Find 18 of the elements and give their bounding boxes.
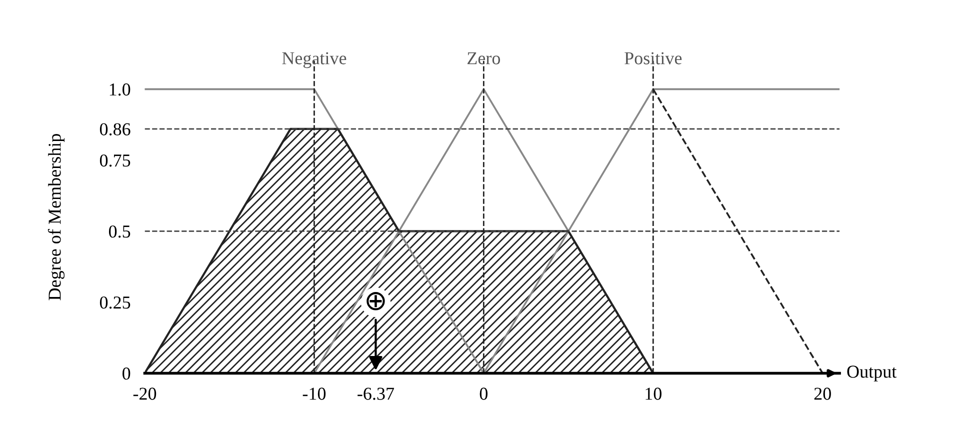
series-label: Positive xyxy=(624,52,682,64)
y-tick-label: 0 xyxy=(122,367,130,380)
series-label: Zero xyxy=(468,52,500,64)
x-axis-title: Output xyxy=(847,366,897,382)
series-label: Negative xyxy=(282,52,346,68)
y-tick-label: 0.86 xyxy=(100,123,130,136)
y-tick-label: 1.0 xyxy=(110,83,130,96)
x-tick-label: -6.37 xyxy=(358,388,394,400)
x-tick-label: 10 xyxy=(646,388,662,400)
x-tick-label: 20 xyxy=(814,388,831,400)
x-tick-label: 0 xyxy=(480,388,488,400)
y-tick-label: 0.5 xyxy=(108,225,130,238)
y-tick-label: 0.75 xyxy=(100,154,130,167)
annotation: ⊕ xyxy=(366,292,385,310)
y-axis-title: Degree of Membership xyxy=(48,134,65,300)
y-tick-label: 0.25 xyxy=(100,296,130,309)
x-tick-label: -20 xyxy=(133,388,156,400)
x-tick-label: -10 xyxy=(302,388,326,400)
